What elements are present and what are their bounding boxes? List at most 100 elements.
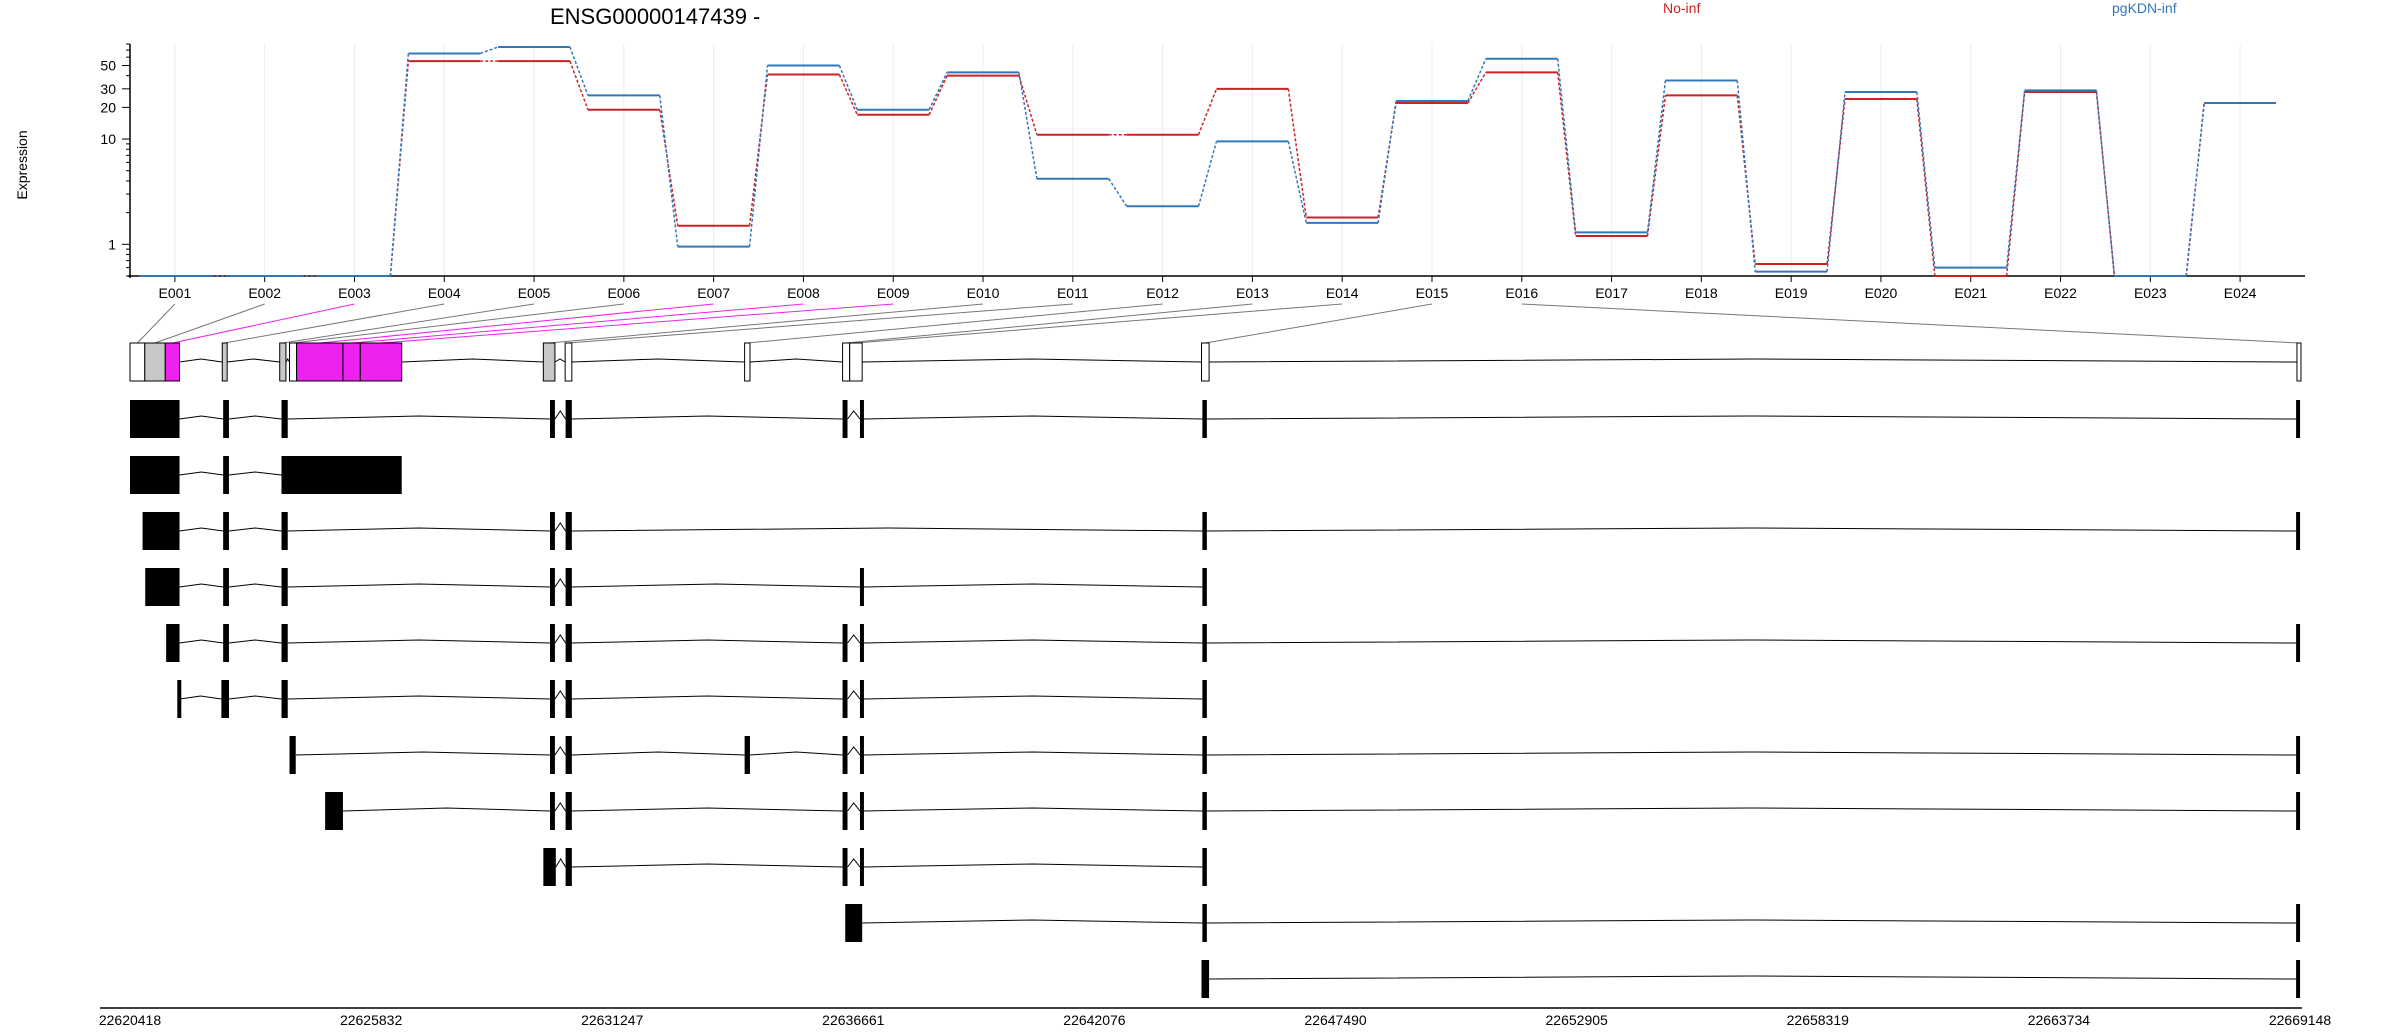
bin-connector (747, 303, 1163, 344)
exon-block (550, 792, 555, 830)
intron-line (571, 807, 843, 812)
intron-line (179, 583, 224, 588)
exon-block (177, 680, 182, 718)
exon-block (859, 792, 864, 830)
intron-line (228, 583, 282, 588)
genomic-axis: 22620418 22625832 22631247 22636661 22642076… (99, 1007, 2331, 1028)
intron-line (228, 695, 282, 700)
series-transition (1556, 58, 1577, 233)
intron-line (554, 578, 567, 588)
exon-block (1202, 624, 1207, 662)
intron-line (179, 695, 222, 700)
bin-intron (285, 358, 290, 363)
exon-bin (129, 342, 146, 382)
bin-connector (351, 303, 804, 344)
series-pgkdn-inf (138, 45, 2277, 277)
intron-line (749, 751, 843, 756)
intron-line (571, 751, 745, 756)
exon-block (859, 736, 864, 774)
series-transition (1736, 80, 1756, 272)
exon-block (223, 456, 229, 494)
x-tick-label: E008 (787, 285, 820, 301)
exon-block (842, 680, 848, 718)
series-transition (1467, 72, 1487, 104)
x-tick-label: E022 (2044, 285, 2077, 301)
series-transition (479, 46, 499, 55)
exon-block (289, 736, 296, 774)
x-tick-label: E007 (697, 285, 730, 301)
x-tick-label: E015 (1416, 285, 1449, 301)
series-transition (1108, 178, 1128, 207)
exon-bin (144, 342, 166, 382)
exon-block (543, 848, 556, 886)
exon-bin (1201, 342, 1210, 382)
exon-block (565, 400, 572, 438)
exon-block (859, 624, 864, 662)
genomic-tick-label: 22642076 (1063, 1012, 1126, 1028)
exon-block (2296, 512, 2301, 550)
bin-intron (862, 358, 1202, 363)
chart-title: ENSG00000147439 - (550, 4, 760, 29)
genomic-tick-label: 22636661 (822, 1012, 885, 1028)
intron-line (571, 863, 843, 868)
grid-lines (174, 44, 2241, 276)
intron-line (847, 802, 861, 812)
bin-intron (1209, 358, 2297, 363)
y-axis-label: Expression (14, 130, 30, 199)
intron-line (228, 471, 282, 476)
intron-line (862, 919, 1203, 924)
genomic-tick-label: 22663734 (2028, 1012, 2091, 1028)
series-transition (1467, 58, 1487, 102)
intron-line (1206, 751, 2297, 756)
exon-block (223, 400, 229, 438)
x-tick-label: E003 (338, 285, 371, 301)
series-transition (1197, 141, 1218, 207)
exon-bin (542, 342, 556, 382)
series-lines (138, 45, 2277, 277)
series-transition (569, 46, 589, 96)
intron-line (863, 639, 1203, 644)
exon-block (550, 736, 555, 774)
genomic-tick-label: 22631247 (581, 1012, 644, 1028)
intron-line (179, 471, 224, 476)
exon-block (1202, 848, 1207, 886)
bin-connector (282, 303, 535, 344)
exon-block (565, 736, 572, 774)
intron-line (571, 695, 843, 700)
x-tick-label: E013 (1236, 285, 1269, 301)
exon-connectors (137, 303, 2299, 344)
bin-connector (1205, 303, 1433, 344)
transcript-track (130, 456, 402, 494)
series-transition (1826, 91, 1846, 272)
intron-line (847, 410, 861, 420)
series-transition (389, 53, 410, 277)
intron-line (287, 527, 551, 532)
series-transition (2095, 90, 2116, 277)
intron-line (287, 415, 551, 420)
x-tick-label: E018 (1685, 285, 1718, 301)
exon-block (565, 624, 572, 662)
exon-bin (289, 342, 298, 382)
x-tick-label: E004 (428, 285, 461, 301)
x-tick-label: E016 (1505, 285, 1538, 301)
exon-bin (842, 342, 851, 382)
series-transition (748, 65, 769, 247)
intron-line (342, 807, 551, 812)
exon-block (281, 456, 402, 494)
exon-block (2296, 904, 2301, 942)
series-transition (659, 95, 679, 247)
transcript-track (325, 792, 2301, 830)
x-tick-label: E011 (1057, 285, 1089, 301)
exon-block (1202, 792, 1207, 830)
exon-block (1202, 680, 1207, 718)
transcript-track (145, 568, 1207, 606)
genomic-tick-label: 22625832 (340, 1012, 403, 1028)
exon-bin (279, 342, 287, 382)
series-transition (1018, 75, 1038, 135)
bin-connector (137, 303, 176, 344)
exon-block (223, 568, 229, 606)
exon-block (859, 848, 864, 886)
exon-block (859, 568, 864, 606)
x-tick-label: E010 (967, 285, 1000, 301)
